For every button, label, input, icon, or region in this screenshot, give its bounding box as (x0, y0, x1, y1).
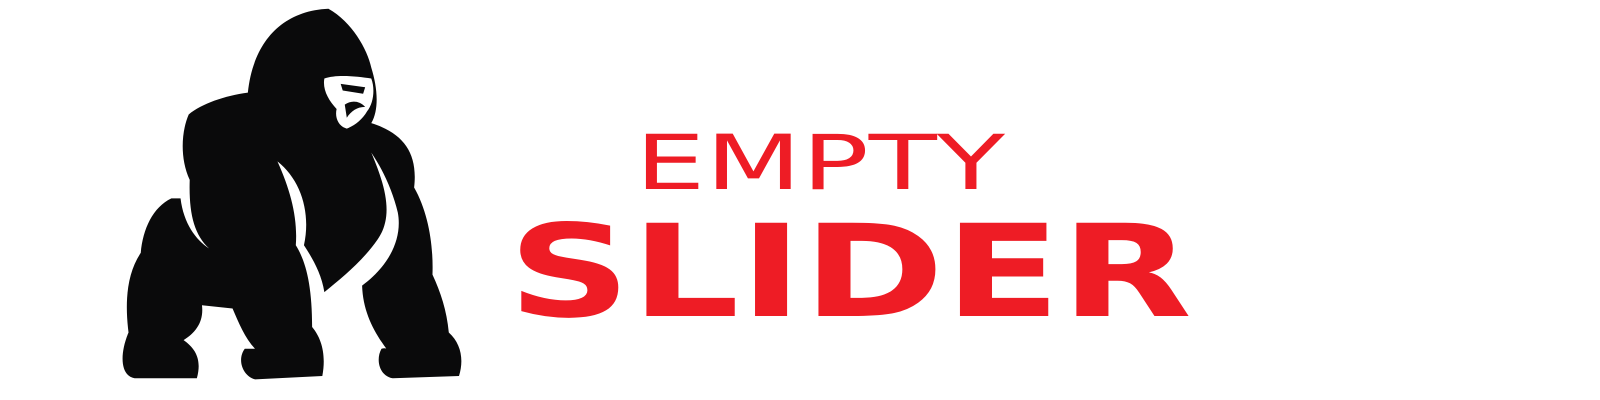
logo-line-1: EMPTY (635, 118, 1006, 207)
gorilla-icon (122, 8, 462, 380)
logo-line-2: SLIDER (508, 198, 1192, 347)
